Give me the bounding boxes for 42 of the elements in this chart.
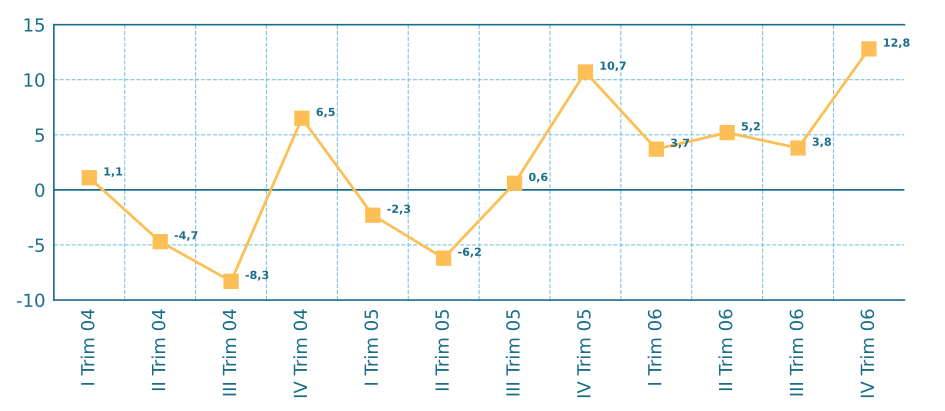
y-tick-label: -5 xyxy=(28,238,44,252)
x-tick-label: IV Trim 05 xyxy=(576,310,591,398)
x-tick-label: I Trim 04 xyxy=(80,309,95,385)
x-tick-label: I Trim 06 xyxy=(648,309,662,385)
point xyxy=(436,250,452,266)
data-label: -2,3 xyxy=(387,204,410,214)
point xyxy=(365,208,380,223)
y-tick-label: 5 xyxy=(35,128,44,142)
y-tick-label: 0 xyxy=(35,183,44,197)
data-label: 1,1 xyxy=(104,167,122,178)
point xyxy=(152,234,168,250)
data-label: -8,3 xyxy=(246,270,268,281)
x-tick-label: IV Trim 04 xyxy=(293,309,308,398)
x-tick-label: II Trim 04 xyxy=(151,309,166,390)
point xyxy=(648,141,664,157)
x-tick-label: IV Trim 06 xyxy=(860,309,874,398)
point xyxy=(82,170,97,186)
y-tick-label: 15 xyxy=(24,18,44,32)
point xyxy=(294,110,310,126)
point xyxy=(578,64,594,80)
x-tick-label: III Trim 06 xyxy=(789,310,804,396)
data-label: 5,2 xyxy=(742,122,760,132)
data-label: 6,5 xyxy=(316,108,335,118)
x-tick-label: I Trim 05 xyxy=(364,310,378,385)
y-tick-label: 10 xyxy=(24,73,44,87)
point xyxy=(223,274,239,289)
point xyxy=(506,176,522,191)
point xyxy=(790,140,806,156)
point xyxy=(720,124,735,140)
data-label: 10,7 xyxy=(600,61,626,72)
x-tick-label: II Trim 06 xyxy=(718,310,732,390)
data-label: 3,8 xyxy=(812,137,831,148)
data-label: -4,7 xyxy=(174,231,198,241)
x-tick-label: III Trim 05 xyxy=(506,310,520,396)
data-label: 3,7 xyxy=(670,138,689,148)
x-tick-label: III Trim 04 xyxy=(222,309,236,396)
data-label: 0,6 xyxy=(528,172,548,183)
point xyxy=(861,41,877,57)
y-tick-label: -10 xyxy=(16,293,44,308)
data-label: 12,8 xyxy=(884,38,910,48)
data-label: -6,2 xyxy=(458,248,481,258)
x-tick-label: II Trim 05 xyxy=(434,310,449,390)
